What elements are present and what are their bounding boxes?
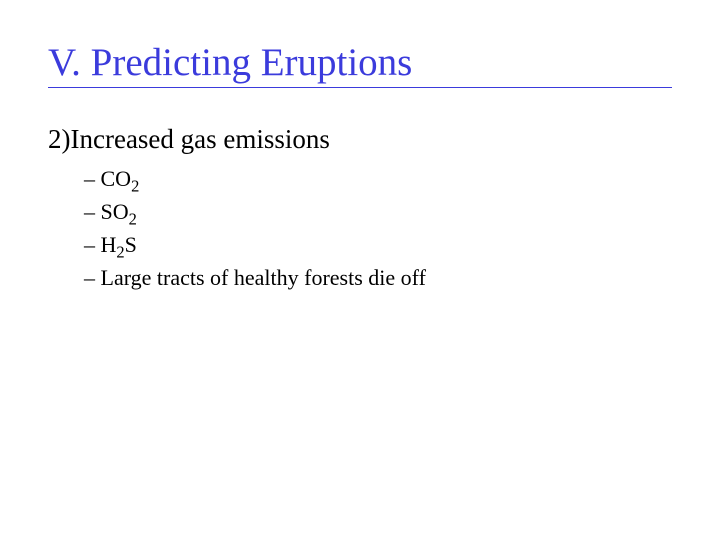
slide-subtitle: 2)Increased gas emissions [48, 124, 672, 155]
bullet-item: – H2S [84, 231, 672, 263]
bullet-pre: CO [101, 166, 132, 191]
slide-title: V. Predicting Eruptions [48, 40, 672, 88]
bullet-pre: H [101, 232, 117, 257]
bullet-pre: Large tracts of healthy forests die off [101, 265, 426, 290]
slide-container: V. Predicting Eruptions 2)Increased gas … [0, 0, 720, 337]
bullet-sub: 2 [129, 209, 137, 228]
bullet-dash: – [84, 265, 101, 290]
bullet-pre: SO [101, 199, 129, 224]
bullet-item: – Large tracts of healthy forests die of… [84, 264, 672, 296]
bullet-dash: – [84, 199, 101, 224]
bullet-sub: 2 [116, 242, 124, 261]
bullet-list: – CO2 – SO2 – H2S – Large tracts of heal… [84, 165, 672, 296]
bullet-sub: 2 [131, 176, 139, 195]
bullet-item: – SO2 [84, 198, 672, 230]
bullet-post: S [125, 232, 137, 257]
bullet-dash: – [84, 166, 101, 191]
bullet-item: – CO2 [84, 165, 672, 197]
bullet-dash: – [84, 232, 101, 257]
